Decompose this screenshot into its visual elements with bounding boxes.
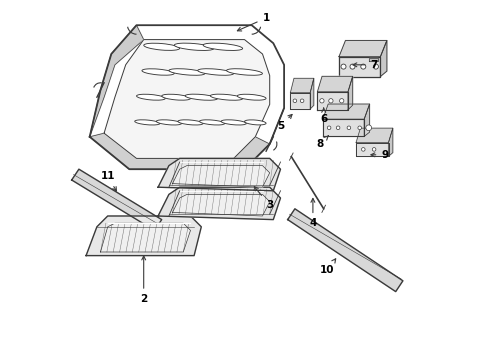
Circle shape [340,64,346,69]
Ellipse shape [143,43,179,50]
Circle shape [336,126,339,130]
Polygon shape [158,158,280,191]
Circle shape [292,99,296,103]
Polygon shape [338,57,380,77]
Text: 2: 2 [140,256,147,304]
Polygon shape [104,40,269,158]
Text: 8: 8 [316,136,328,149]
Polygon shape [290,78,313,93]
Circle shape [319,99,324,103]
Circle shape [300,99,303,103]
Polygon shape [355,143,387,156]
Polygon shape [347,76,352,110]
Text: 6: 6 [320,108,326,124]
Circle shape [328,99,332,103]
Ellipse shape [169,69,204,75]
Polygon shape [322,119,364,136]
Polygon shape [72,169,162,230]
Circle shape [373,64,378,69]
Circle shape [346,126,350,130]
Polygon shape [290,93,309,109]
Polygon shape [158,187,280,220]
Text: 9: 9 [370,150,387,160]
Ellipse shape [135,120,160,125]
Polygon shape [380,40,386,77]
Circle shape [349,64,354,69]
Ellipse shape [174,43,213,50]
Polygon shape [355,128,392,143]
Ellipse shape [199,120,224,125]
Ellipse shape [210,94,242,100]
Circle shape [326,126,330,130]
Polygon shape [287,209,402,292]
Polygon shape [364,104,369,136]
Circle shape [360,64,365,69]
Ellipse shape [156,120,181,125]
Polygon shape [172,194,269,216]
Circle shape [339,99,343,103]
Text: 5: 5 [276,114,291,131]
Polygon shape [89,25,143,137]
Ellipse shape [178,120,203,125]
Polygon shape [172,166,269,187]
Polygon shape [338,40,386,57]
Ellipse shape [203,43,242,50]
Polygon shape [387,128,392,156]
Text: 11: 11 [100,171,116,191]
Circle shape [365,125,371,131]
Polygon shape [317,76,352,92]
Polygon shape [89,108,284,169]
Polygon shape [309,78,313,109]
Text: 7: 7 [352,60,377,70]
Ellipse shape [185,94,217,100]
Polygon shape [86,216,201,256]
Ellipse shape [162,94,190,100]
Ellipse shape [221,120,246,125]
Text: 4: 4 [308,198,316,228]
Ellipse shape [226,69,262,75]
Polygon shape [322,104,369,119]
Ellipse shape [142,69,174,75]
Text: 3: 3 [254,187,273,210]
Polygon shape [101,223,190,252]
Ellipse shape [237,94,265,100]
Ellipse shape [244,120,265,125]
Ellipse shape [136,94,165,100]
Circle shape [361,148,365,151]
Circle shape [357,126,361,130]
Polygon shape [317,92,347,110]
Ellipse shape [197,69,233,75]
Text: 1: 1 [237,13,269,31]
Text: 10: 10 [319,259,335,275]
Polygon shape [368,58,377,61]
Circle shape [371,148,375,151]
